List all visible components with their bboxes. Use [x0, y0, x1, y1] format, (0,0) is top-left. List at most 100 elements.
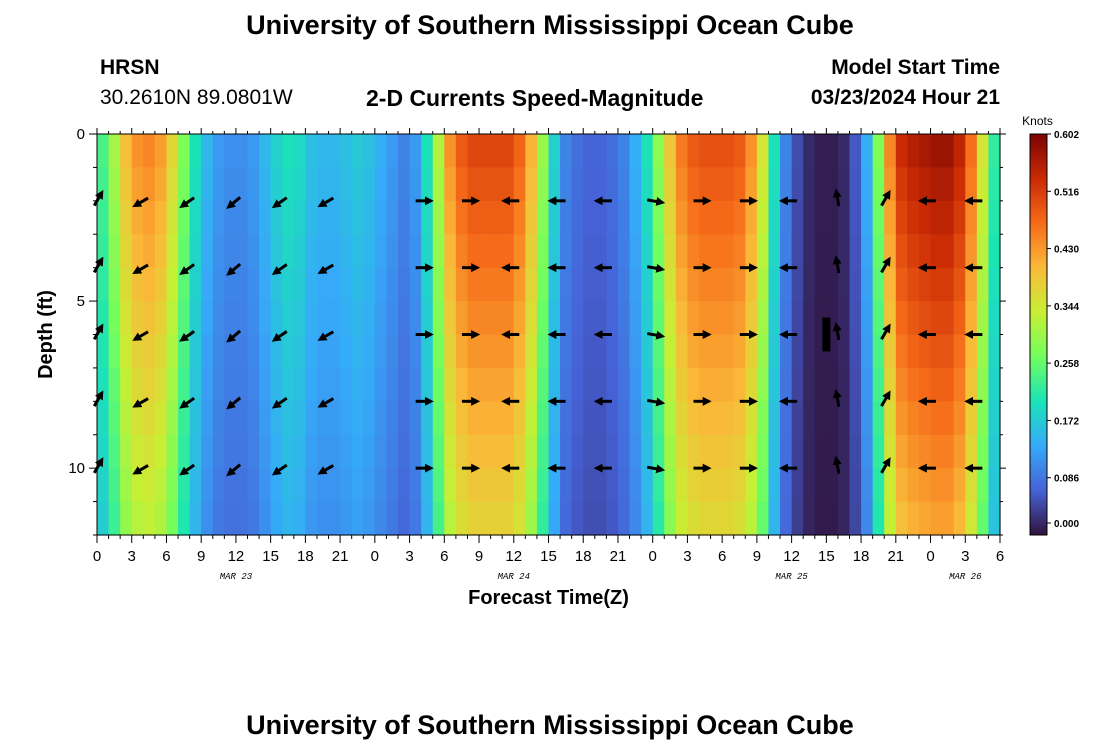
heat-cell — [768, 234, 781, 269]
heat-cell — [583, 501, 596, 536]
heat-cell — [791, 200, 804, 235]
heat-cell — [154, 501, 168, 536]
heat-cell — [467, 301, 480, 336]
heat-cell — [942, 167, 955, 202]
heat-cell — [143, 501, 156, 536]
heat-cell — [536, 301, 550, 336]
heat-cell — [270, 167, 283, 202]
heat-cell — [664, 501, 677, 536]
heat-cell — [351, 468, 364, 503]
heat-cell — [502, 401, 515, 436]
heat-cell — [641, 167, 654, 202]
heat-cell — [108, 434, 121, 469]
colorbar-tick-label: 0.172 — [1054, 416, 1079, 427]
heat-cell — [629, 367, 642, 402]
heat-cell — [907, 301, 920, 336]
heat-cell — [143, 167, 156, 202]
heat-cell — [745, 134, 758, 169]
heat-cell — [953, 501, 966, 536]
heat-cell — [293, 434, 306, 469]
heat-cell — [212, 434, 225, 469]
heat-cell — [259, 301, 272, 336]
heat-cell — [316, 167, 330, 202]
heat-cell — [328, 200, 341, 235]
heat-cell — [768, 200, 781, 235]
heat-cell — [328, 301, 341, 336]
heat-cell — [189, 501, 202, 536]
heat-cell — [699, 134, 712, 169]
current-arrow — [880, 457, 891, 474]
heat-cell — [178, 468, 191, 503]
heat-cell — [988, 334, 1001, 369]
heat-cell — [340, 234, 353, 269]
heat-cell — [687, 334, 700, 369]
heat-cell — [293, 501, 306, 536]
heat-cell — [490, 134, 503, 169]
heat-cell — [108, 334, 121, 369]
heat-cell — [953, 367, 966, 402]
heat-cell — [178, 334, 191, 369]
heat-cell — [594, 334, 607, 369]
heat-cell — [675, 501, 689, 536]
heat-cell — [409, 501, 422, 536]
heat-cell — [617, 234, 631, 269]
heat-cell — [675, 367, 689, 402]
heat-cell — [479, 401, 492, 436]
heat-cell — [432, 434, 445, 469]
heat-cell — [398, 301, 411, 336]
heat-cell — [884, 200, 897, 235]
heat-cell — [340, 468, 353, 503]
heat-cell — [953, 134, 966, 169]
heat-cell — [386, 200, 399, 235]
x-tick-label: 0 — [649, 548, 657, 565]
current-arrow — [179, 330, 195, 342]
heat-cell — [849, 367, 862, 402]
heat-cell — [131, 401, 144, 436]
heat-cell — [942, 334, 955, 369]
heat-cell — [965, 200, 978, 235]
heat-cell — [235, 468, 249, 503]
heat-cell — [108, 200, 121, 235]
heat-cell — [479, 200, 492, 235]
heat-cell — [953, 401, 966, 436]
heat-cell — [235, 401, 249, 436]
heat-cell — [386, 134, 399, 169]
heat-cell — [363, 401, 376, 436]
heat-cell — [687, 434, 700, 469]
heat-cell — [270, 134, 283, 169]
current-arrow — [179, 396, 195, 409]
heat-cell — [201, 334, 214, 369]
heat-cell — [293, 301, 306, 336]
heat-cell — [791, 401, 804, 436]
colorbar-bar — [1029, 133, 1048, 536]
heat-cell — [606, 267, 619, 302]
heat-cell — [178, 134, 191, 169]
heat-cell — [664, 367, 677, 402]
heat-cell — [270, 434, 283, 469]
x-tick-label: 0 — [926, 548, 934, 565]
heat-cell — [756, 301, 770, 336]
heat-cell — [803, 367, 816, 402]
heat-cell — [629, 434, 642, 469]
heat-cell — [710, 434, 723, 469]
heat-cell — [444, 301, 457, 336]
heat-cell — [895, 301, 908, 336]
heat-cell — [421, 134, 434, 169]
heat-cell — [374, 267, 388, 302]
heat-cell — [363, 434, 376, 469]
heat-cell — [733, 468, 746, 503]
heat-cell — [918, 434, 932, 469]
heat-cell — [235, 434, 249, 469]
colorbar-label: Knots — [1022, 114, 1053, 128]
heat-cell — [768, 267, 781, 302]
heat-cell — [826, 200, 839, 235]
heat-cell — [502, 334, 515, 369]
heat-cell — [421, 200, 434, 235]
heat-cell — [756, 267, 770, 302]
heat-cell — [479, 367, 492, 402]
heat-cell — [259, 367, 272, 402]
heat-cell — [131, 434, 144, 469]
heat-cell — [212, 134, 225, 169]
heat-cell — [421, 434, 434, 469]
heat-cell — [328, 267, 341, 302]
